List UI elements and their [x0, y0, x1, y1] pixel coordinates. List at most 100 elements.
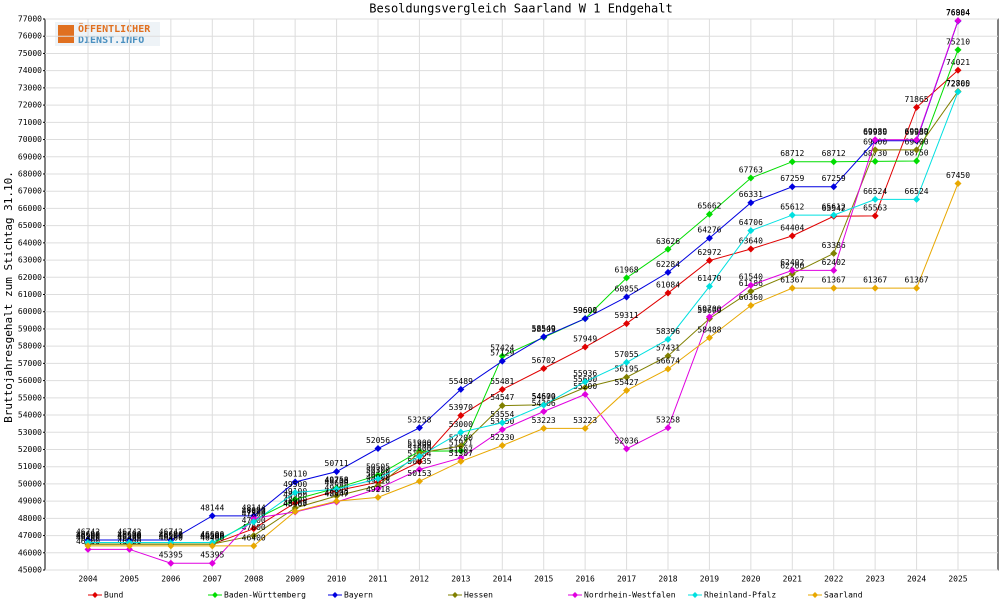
- data-label: 46500: [159, 532, 183, 541]
- data-point: [871, 136, 879, 144]
- data-label: 46742: [159, 528, 183, 537]
- legend-marker: [212, 592, 218, 598]
- data-label: 46500: [200, 532, 224, 541]
- series-line: [88, 20, 959, 541]
- data-point: [457, 412, 465, 420]
- data-point: [664, 335, 672, 343]
- data-point: [788, 284, 796, 292]
- data-label: 56674: [656, 356, 680, 365]
- data-label: 49700: [325, 477, 349, 486]
- x-tick-label: 2012: [410, 575, 429, 584]
- y-tick-label: 45000: [18, 566, 42, 575]
- data-label: 46600: [200, 530, 224, 539]
- data-label: 75210: [946, 37, 970, 46]
- data-label: 63626: [656, 237, 680, 246]
- data-point: [830, 183, 838, 191]
- data-label: 46600: [117, 530, 141, 539]
- data-label: 76884: [946, 8, 970, 17]
- data-label: 63386: [822, 241, 846, 250]
- data-label: 59311: [615, 311, 639, 320]
- data-point: [664, 245, 672, 253]
- x-tick-label: 2021: [783, 575, 802, 584]
- series-line: [88, 20, 959, 564]
- data-label: 57424: [490, 344, 514, 353]
- data-point: [830, 158, 838, 166]
- data-label: 66524: [863, 187, 887, 196]
- data-label: 49218: [366, 485, 390, 494]
- data-label: 56195: [615, 365, 639, 374]
- data-point: [498, 357, 506, 365]
- data-point: [250, 542, 258, 550]
- data-point: [581, 383, 589, 391]
- data-point: [747, 281, 755, 289]
- data-point: [788, 211, 796, 219]
- data-label: 46500: [76, 532, 100, 541]
- x-tick-label: 2016: [576, 575, 595, 584]
- y-tick-label: 73000: [18, 83, 42, 92]
- data-label: 49758: [325, 476, 349, 485]
- y-tick-label: 50000: [18, 479, 42, 488]
- data-point: [623, 358, 631, 366]
- data-label: 67259: [780, 174, 804, 183]
- y-tick-label: 66000: [18, 204, 42, 213]
- chart-title: Besoldungsvergleich Saarland W 1 Endgeha…: [369, 2, 672, 16]
- data-label: 46500: [159, 532, 183, 541]
- data-point: [623, 373, 631, 381]
- legend-label: Bund: [104, 591, 123, 600]
- data-label: 67450: [946, 171, 970, 180]
- data-label: 76904: [946, 8, 970, 17]
- data-point: [664, 365, 672, 373]
- x-tick-label: 2015: [534, 575, 553, 584]
- data-point: [498, 419, 506, 427]
- legend-label: Nordrhein-Westfalen: [584, 591, 676, 600]
- data-point: [581, 343, 589, 351]
- data-point: [457, 428, 465, 436]
- data-point: [291, 478, 299, 486]
- data-label: 64404: [780, 223, 804, 232]
- data-label: 61084: [656, 281, 680, 290]
- legend-marker: [332, 592, 338, 598]
- y-tick-label: 70000: [18, 135, 42, 144]
- data-label: 46500: [200, 532, 224, 541]
- data-label: 46500: [117, 532, 141, 541]
- y-tick-label: 48000: [18, 514, 42, 523]
- data-point: [954, 17, 962, 25]
- series-line: [88, 91, 959, 545]
- data-point: [374, 485, 382, 493]
- data-point: [664, 268, 672, 276]
- data-point: [415, 477, 423, 485]
- x-tick-label: 2017: [617, 575, 636, 584]
- data-point: [871, 195, 879, 203]
- legend-label: Hessen: [464, 591, 493, 600]
- data-point: [705, 257, 713, 265]
- x-tick-label: 2010: [327, 575, 346, 584]
- data-point: [581, 424, 589, 432]
- legend-label: Saarland: [824, 591, 863, 600]
- data-label: 55427: [615, 378, 639, 387]
- data-label: 50153: [407, 469, 431, 478]
- data-label: 69930: [905, 128, 929, 137]
- data-point: [125, 542, 133, 550]
- data-label: 61367: [905, 276, 929, 285]
- data-point: [540, 333, 548, 341]
- y-tick-label: 76000: [18, 32, 42, 41]
- legend-marker: [572, 592, 578, 598]
- data-label: 64706: [739, 218, 763, 227]
- data-point: [747, 287, 755, 295]
- y-tick-label: 58000: [18, 342, 42, 351]
- data-label: 52056: [366, 436, 390, 445]
- y-tick-label: 64000: [18, 238, 42, 247]
- legend-marker: [452, 592, 458, 598]
- data-label: 49000: [325, 489, 349, 498]
- x-tick-label: 2020: [741, 575, 760, 584]
- data-point: [581, 378, 589, 386]
- data-label: 49600: [325, 478, 349, 487]
- y-tick-label: 57000: [18, 359, 42, 368]
- y-tick-label: 54000: [18, 411, 42, 420]
- data-point: [333, 497, 341, 505]
- data-point: [415, 458, 423, 466]
- data-point: [747, 174, 755, 182]
- data-point: [954, 46, 962, 54]
- data-point: [747, 302, 755, 310]
- data-point: [291, 495, 299, 503]
